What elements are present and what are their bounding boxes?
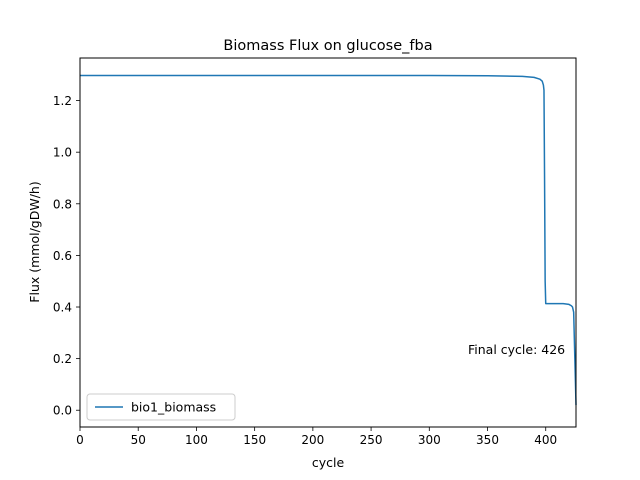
x-axis-label: cycle — [312, 455, 345, 470]
y-tick-label: 0.2 — [53, 352, 72, 366]
y-tick-label: 0.4 — [53, 301, 72, 315]
y-tick-label: 1.2 — [53, 94, 72, 108]
x-tick-label: 50 — [131, 433, 146, 447]
chart-title: Biomass Flux on glucose_fba — [223, 38, 432, 54]
x-tick-label: 300 — [418, 433, 441, 447]
final-cycle-annotation: Final cycle: 426 — [468, 342, 565, 357]
x-tick-label: 100 — [185, 433, 208, 447]
x-tick-label: 250 — [360, 433, 383, 447]
y-tick-label: 0.0 — [53, 404, 72, 418]
y-axis-label: Flux (mmol/gDW/h) — [27, 181, 42, 302]
x-tick-label: 200 — [301, 433, 324, 447]
series-layer — [80, 74, 577, 406]
y-tick-label: 0.6 — [53, 249, 72, 263]
x-tick-label: 150 — [243, 433, 266, 447]
legend: bio1_biomass — [86, 393, 236, 421]
plot-area — [80, 58, 576, 427]
y-tick-label: 0.8 — [53, 197, 72, 211]
x-tick-label: 0 — [76, 433, 84, 447]
y-axis-ticks: 0.0 0.2 0.4 0.6 0.8 1.0 1.2 — [53, 94, 80, 418]
x-tick-label: 400 — [534, 433, 557, 447]
series-line-bio1-biomass — [80, 74, 577, 406]
legend-label-bio1-biomass: bio1_biomass — [131, 400, 216, 415]
legend-box — [86, 393, 236, 421]
y-tick-label: 1.0 — [53, 146, 72, 160]
x-tick-label: 350 — [476, 433, 499, 447]
x-axis-ticks: 0 50 100 150 200 250 300 350 400 — [76, 427, 557, 447]
plot-background — [80, 58, 576, 427]
plot-frame — [79, 57, 577, 428]
